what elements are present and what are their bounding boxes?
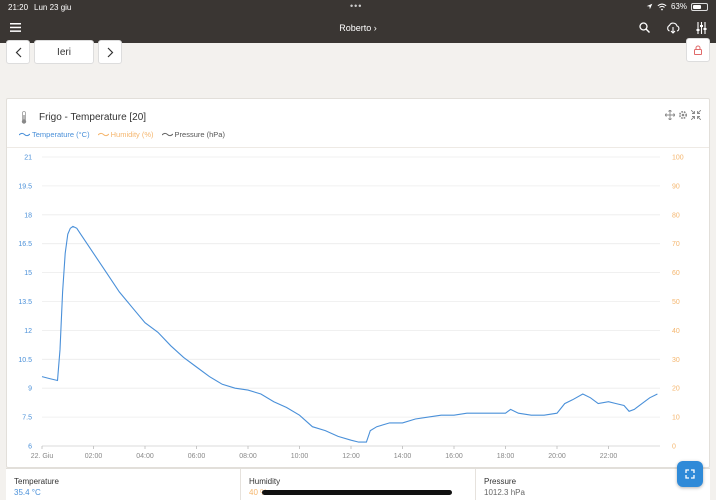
x-tick-label: 18:00 xyxy=(497,453,515,460)
y-left-tick-label: 19.5 xyxy=(18,183,32,190)
move-icon[interactable] xyxy=(665,110,675,120)
y-right-tick-label: 20 xyxy=(672,386,680,393)
battery-icon xyxy=(691,2,708,11)
legend-line-icon xyxy=(19,132,30,137)
y-right-tick-label: 80 xyxy=(672,212,680,219)
x-tick-label: 12:00 xyxy=(342,453,360,460)
reading-value: 35.4 °C xyxy=(14,488,41,497)
panel-tools xyxy=(665,110,701,120)
x-tick-label: 22:00 xyxy=(600,453,618,460)
y-left-tick-label: 21 xyxy=(24,155,32,162)
status-time: 21:20 xyxy=(8,3,29,12)
chevron-left-icon xyxy=(15,47,21,57)
reading-value: 40 % xyxy=(249,488,268,497)
y-right-tick-label: 90 xyxy=(672,183,680,190)
status-date: Lun 23 giu xyxy=(34,3,72,12)
reading-value: 1012.3 hPa xyxy=(484,488,525,497)
divider xyxy=(240,469,241,500)
menu-icon[interactable] xyxy=(10,23,21,32)
x-tick-label: 16:00 xyxy=(445,453,463,460)
y-left-tick-label: 13.5 xyxy=(18,299,32,306)
wifi-icon xyxy=(657,3,667,10)
cloud-download-icon[interactable] xyxy=(666,22,680,34)
panel-title: Frigo - Temperature [20] xyxy=(39,112,147,123)
x-tick-label: 20:00 xyxy=(548,453,566,460)
reading-label: Pressure xyxy=(484,477,517,486)
y-right-tick-label: 50 xyxy=(672,299,680,306)
prev-day-button[interactable] xyxy=(6,40,30,64)
home-indicator[interactable] xyxy=(262,490,452,495)
x-tick-label: 22. Giu xyxy=(31,453,54,460)
y-right-tick-label: 100 xyxy=(672,155,684,162)
sliders-icon[interactable] xyxy=(696,22,707,34)
y-left-tick-label: 9 xyxy=(28,386,32,393)
readings-footer: Temperature 35.4 °C Humidity 40 % Pressu… xyxy=(6,468,710,500)
y-right-tick-label: 10 xyxy=(672,415,680,422)
legend-line-icon xyxy=(161,132,173,137)
y-right-tick-label: 30 xyxy=(672,357,680,364)
legend-label: Pressure (hPa) xyxy=(174,130,225,139)
y-left-tick-label: 7.5 xyxy=(22,415,32,422)
divider xyxy=(475,469,476,500)
status-right: 63% xyxy=(646,2,708,11)
legend-item-humidity[interactable]: Humidity (%) xyxy=(97,130,154,139)
legend-item-temperature[interactable]: Temperature (°C) xyxy=(19,130,90,139)
location-icon xyxy=(646,3,653,10)
day-label: Ieri xyxy=(57,46,71,58)
x-tick-label: 10:00 xyxy=(291,453,309,460)
battery-percent: 63% xyxy=(670,2,687,11)
thermometer-icon xyxy=(21,111,27,124)
x-tick-label: 14:00 xyxy=(394,453,412,460)
reading-humidity[interactable]: Humidity 40 % xyxy=(241,469,475,500)
y-left-tick-label: 15 xyxy=(24,270,32,277)
legend-item-pressure[interactable]: Pressure (hPa) xyxy=(161,130,225,139)
lock-button[interactable] xyxy=(686,38,710,62)
expand-button[interactable] xyxy=(677,461,703,487)
chart-legend: Temperature (°C) Humidity (%) Pressure (… xyxy=(19,130,225,139)
temperature-series-line xyxy=(41,225,658,443)
x-tick-label: 02:00 xyxy=(85,453,103,460)
temperature-chart: 6 7.5 9 10.5 12 13.5 15 16.5 18 19.5 21 0 10 20 30 40 5… xyxy=(18,155,684,461)
x-tick-label: 06:00 xyxy=(188,453,206,460)
reading-label: Humidity xyxy=(249,477,281,486)
lock-icon xyxy=(694,45,702,55)
legend-line-icon xyxy=(97,132,109,137)
y-left-tick-label: 18 xyxy=(24,212,32,219)
y-right-tick-label: 40 xyxy=(672,328,680,335)
chart-panel: Frigo - Temperature [20] Temperature (°C… xyxy=(6,98,710,468)
app-bar: Roberto › xyxy=(0,14,716,43)
account-name[interactable]: Roberto xyxy=(339,23,372,33)
x-tick-label: 08:00 xyxy=(239,453,257,460)
y-left-tick-label: 16.5 xyxy=(18,241,32,248)
day-selector[interactable]: Ieri xyxy=(34,40,94,64)
y-left-tick-label: 6 xyxy=(28,444,32,451)
account-chevron[interactable]: › xyxy=(373,23,377,33)
x-tick-label: 04:00 xyxy=(136,453,154,460)
y-left-tick-label: 12 xyxy=(24,328,32,335)
account-title: Roberto › xyxy=(0,23,716,33)
y-right-tick-label: 0 xyxy=(672,444,676,451)
status-bar: 21:20 Lun 23 giu ••• 63% xyxy=(0,0,716,14)
reading-label: Temperature xyxy=(14,477,59,486)
multitask-dots-icon[interactable]: ••• xyxy=(350,1,363,11)
expand-icon xyxy=(685,469,695,479)
shrink-icon[interactable] xyxy=(691,110,701,120)
legend-label: Humidity (%) xyxy=(110,130,154,139)
search-icon[interactable] xyxy=(639,22,650,33)
next-day-button[interactable] xyxy=(98,40,122,64)
y-right-tick-label: 60 xyxy=(672,270,680,277)
chevron-right-icon xyxy=(107,47,113,57)
panel-divider xyxy=(7,147,709,148)
legend-label: Temperature (°C) xyxy=(32,130,90,139)
y-right-tick-label: 70 xyxy=(672,241,680,248)
reading-pressure[interactable]: Pressure 1012.3 hPa xyxy=(476,469,710,500)
y-left-tick-label: 10.5 xyxy=(18,357,32,364)
reading-temperature[interactable]: Temperature 35.4 °C xyxy=(6,469,240,500)
gear-icon[interactable] xyxy=(678,110,688,120)
